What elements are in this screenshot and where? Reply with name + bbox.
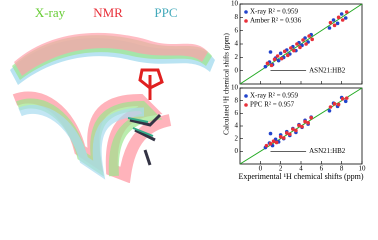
structure-label: NMR [93,5,123,20]
data-point [263,64,268,69]
y-tick-label: 2 [235,134,239,142]
y-tick-label: 4 [235,40,239,48]
data-point [301,38,305,42]
data-point [295,42,299,46]
x-axis-title: Experimental ¹H chemical shifts (ppm) [238,172,363,181]
data-point [265,61,270,66]
data-point [340,18,345,22]
data-point [291,127,295,131]
data-point [300,124,304,129]
data-point [336,102,341,107]
data-point [278,51,283,56]
data-point [310,37,314,42]
y-axis-title: Calculated ¹H chemical shifts (ppm) [223,33,231,135]
ribbon [14,32,208,76]
y-tick-label: 2 [235,53,239,61]
data-point [328,20,333,25]
protein-structure [10,32,215,183]
data-point [292,48,296,53]
data-point [281,136,286,140]
data-point [304,42,308,46]
y-tick-label: 8 [235,96,239,104]
data-point [331,18,336,22]
legend-marker [244,10,248,14]
y-tick-label: 6 [235,109,239,117]
legend-label: X-ray R² = 0.959 [250,8,299,16]
x-tick-label: 8 [340,165,344,173]
data-point [339,12,344,16]
data-point [271,139,276,143]
y-tick-label: 6 [235,26,239,34]
structure-label: X-ray [35,5,66,20]
data-point [343,99,348,104]
x-tick-label: 10 [359,165,367,173]
legend-marker [244,19,248,23]
data-point [336,15,341,20]
data-point [276,58,281,63]
data-point [268,50,273,54]
side-chain [127,117,154,137]
x-tick-label: 4 [299,165,303,173]
data-point [298,45,302,50]
data-point [272,57,277,62]
data-point [264,143,269,148]
data-point [332,23,337,28]
data-point [268,141,273,146]
data-point [275,54,280,58]
data-point [285,53,290,58]
data-point [327,26,332,30]
y-tick-label: 0 [235,66,239,74]
data-point [278,134,283,139]
data-point [309,115,313,120]
legend-label: PPC R² = 0.957 [250,101,295,109]
data-point [328,105,333,109]
x-tick-label: 2 [279,165,283,173]
side-chain [129,113,162,166]
data-point [288,132,292,137]
data-point [282,49,287,54]
data-point [306,121,310,125]
y-tick-label: 4 [235,122,239,130]
data-point [303,119,307,124]
legend-label: Amber R² = 0.936 [250,17,302,25]
data-point [289,46,293,50]
annotation: ASN21:HB2 [309,66,346,74]
y-tick-label: 10 [231,0,239,8]
structure-label: PPC [154,5,177,20]
legend-label: X-ray R² = 0.959 [250,92,299,100]
data-point [284,131,289,135]
y-tick-label: 10 [231,84,239,92]
data-point [344,96,349,100]
data-point [279,56,284,61]
y-tick-label: 8 [235,13,239,21]
x-tick-label: 6 [320,165,324,173]
data-point [297,123,301,128]
x-tick-label: 0 [259,165,263,173]
data-point [340,96,345,101]
data-point [343,16,348,20]
data-point [344,10,349,14]
data-point [274,140,279,145]
annotation: ASN21:HB2 [309,147,346,155]
data-point [294,128,298,133]
side-chain [138,68,164,100]
data-point [332,102,337,106]
legend-marker [244,94,248,98]
data-point [327,109,332,113]
legend-marker [244,103,248,107]
data-point [269,63,274,68]
data-point [335,21,340,26]
y-tick-label: 0 [235,147,239,155]
data-point [307,34,311,38]
ribbon [18,104,145,180]
data-point [268,131,273,136]
